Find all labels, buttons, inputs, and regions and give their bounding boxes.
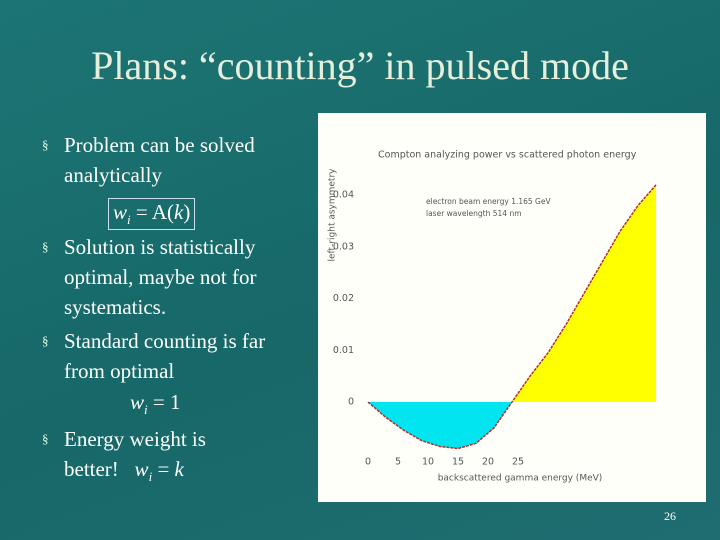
formula-part: ) [183, 200, 191, 224]
formula-part: w [134, 457, 149, 481]
formula-part: w [130, 390, 145, 414]
chart-title: Compton analyzing power vs scattered pho… [378, 150, 637, 161]
bullet: Energy weight is better! wi = k [42, 424, 264, 492]
x-tick-label: 15 [452, 457, 464, 468]
slide-title: Plans: “counting” in pulsed mode [91, 43, 629, 88]
formula-part: i [144, 402, 148, 418]
y-axis-label: left-right asymmetry [328, 168, 338, 262]
formula-part: = [152, 457, 175, 481]
annotation: electron beam energy 1.165 GeV [426, 197, 551, 206]
bullet: Solution is statistically optimal, maybe… [42, 232, 294, 322]
bullet: Standard counting is far from optimal [42, 326, 294, 386]
formula-part: i [148, 469, 153, 485]
x-tick-label: 5 [395, 457, 401, 468]
formula-part: w [113, 200, 128, 224]
x-tick-label: 20 [482, 457, 494, 468]
curve [367, 184, 657, 450]
formula-part: k [173, 200, 184, 224]
y-tick-label: 0.01 [333, 345, 354, 356]
bullet: Problem can be solved analytically [42, 130, 294, 190]
annotation: laser wavelength 514 nm [426, 209, 522, 218]
y-tick-label: 0.02 [333, 293, 354, 304]
bullet-text: Energy weight is better! [64, 427, 206, 481]
y-tick-label: 0.03 [333, 241, 354, 252]
formula: wi = A(k) [108, 198, 196, 231]
x-tick-label: 25 [512, 457, 524, 468]
formula-part: = 1 [147, 390, 181, 414]
area-below [368, 402, 656, 449]
area-above [368, 184, 656, 403]
x-axis-label: backscattered gamma energy (MeV) [438, 474, 603, 484]
formula-part: = A( [130, 200, 174, 224]
x-tick-label: 10 [422, 457, 434, 468]
formula: wi = 1 [130, 390, 180, 418]
formula-part: i [127, 212, 131, 228]
y-tick-label: 0.04 [333, 190, 354, 201]
formula-part: k [174, 457, 184, 481]
x-tick-label: 0 [365, 457, 371, 468]
y-tick-label: 0 [348, 397, 354, 408]
page-number: 26 [664, 509, 676, 523]
